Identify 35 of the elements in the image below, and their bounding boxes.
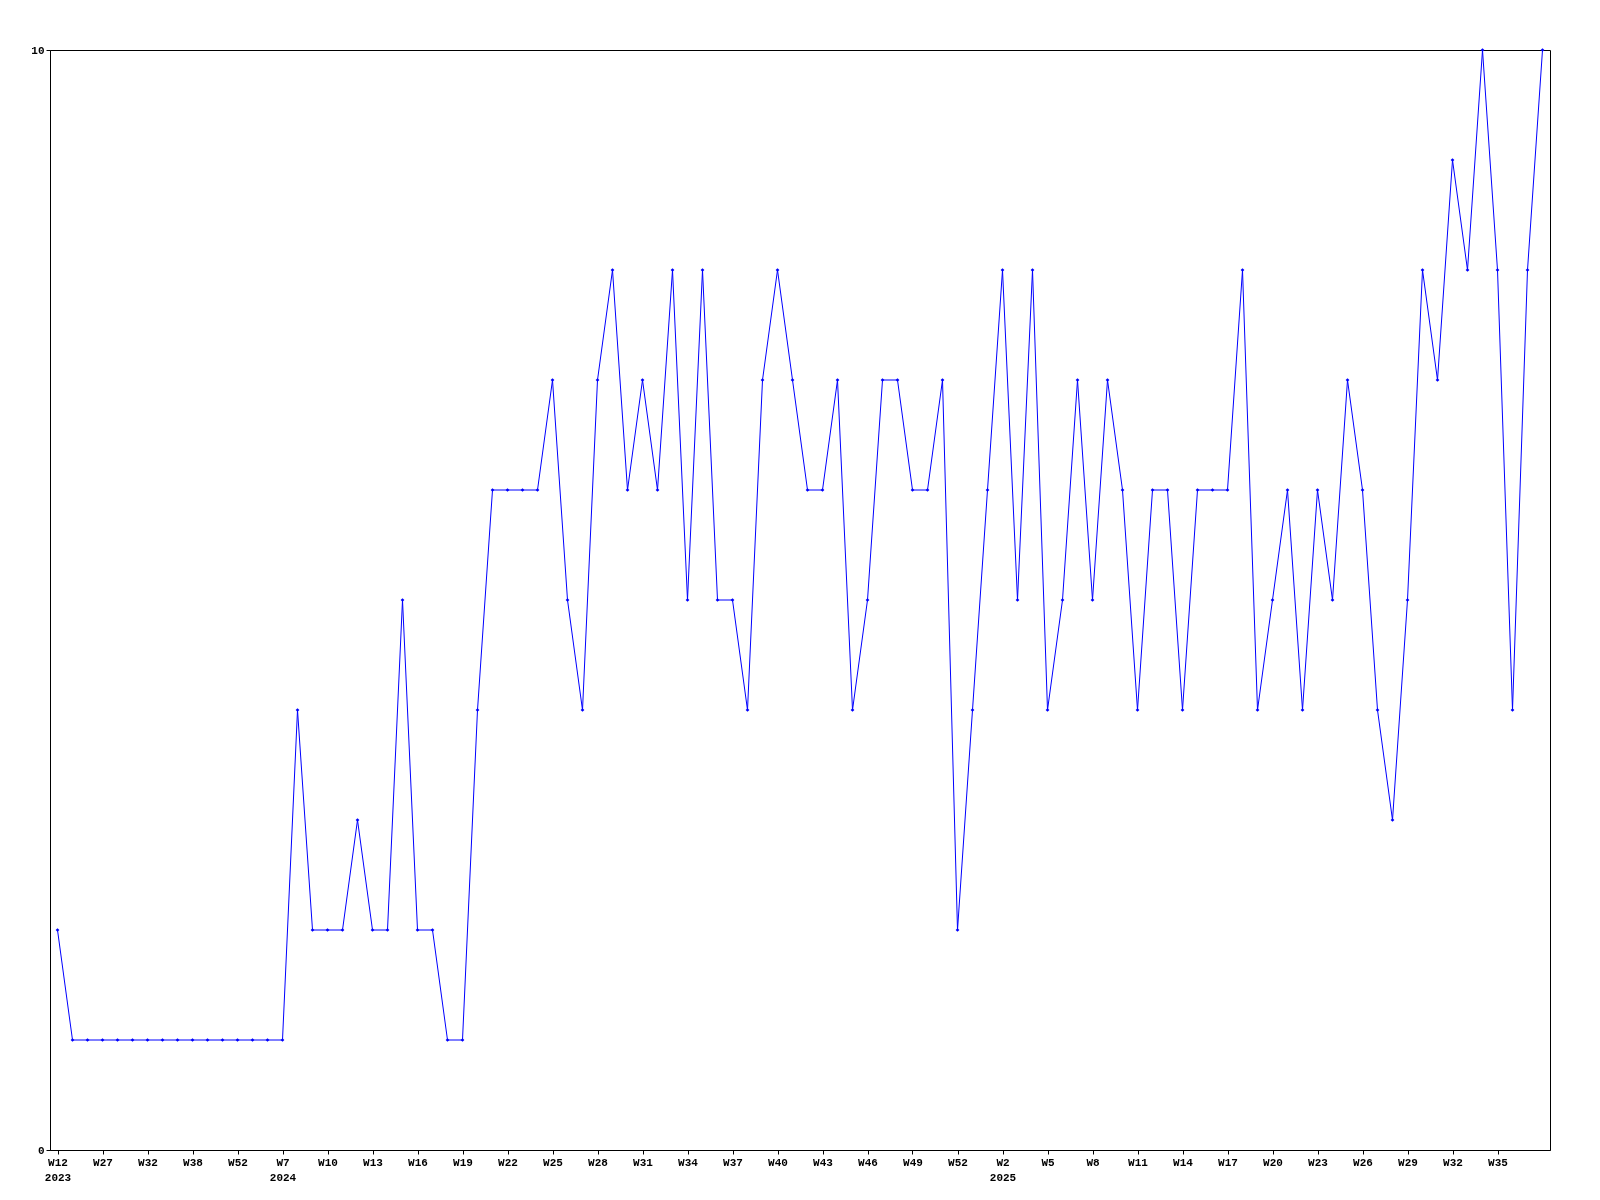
x-tick-label: W10: [318, 1156, 338, 1169]
x-tick-label: W14: [1173, 1156, 1194, 1169]
x-tick-label: W32: [1443, 1156, 1463, 1169]
x-tick-label: W11: [1128, 1156, 1149, 1169]
x-tick-label: W31: [633, 1156, 654, 1169]
x-tick-label: W38: [183, 1156, 204, 1169]
x-tick-label: W22: [498, 1156, 518, 1169]
x-tick-label: W7 2024: [269, 1156, 297, 1184]
x-tick-label: W12 2023: [44, 1156, 72, 1184]
x-tick-label: W26: [1353, 1156, 1373, 1169]
x-tick-label: W8: [1086, 1156, 1100, 1169]
x-tick-label: W40: [768, 1156, 788, 1169]
x-tick-label: W2 2025: [989, 1156, 1017, 1184]
x-tick-label: W49: [903, 1156, 923, 1169]
x-tick-label: W28: [588, 1156, 609, 1169]
x-tick-label: W25: [543, 1156, 564, 1169]
x-tick-label: W13: [363, 1156, 384, 1169]
x-tick-label: W16: [408, 1156, 428, 1169]
x-tick-label: W5: [1041, 1156, 1055, 1169]
x-tick-label: W35: [1488, 1156, 1509, 1169]
x-tick-label: W52: [948, 1156, 968, 1169]
x-tick-label: W20: [1263, 1156, 1283, 1169]
x-tick-label: W17: [1218, 1156, 1238, 1169]
x-tick-label: W46: [858, 1156, 878, 1169]
x-tick-label: W29: [1398, 1156, 1418, 1169]
x-tick-label: W43: [813, 1156, 834, 1169]
x-tick-label: W52: [228, 1156, 248, 1169]
x-tick-label: W27: [93, 1156, 113, 1169]
x-tick-label: W34: [678, 1156, 699, 1169]
y-tick-label: 10: [31, 44, 45, 57]
y-tick-label: 0: [37, 1144, 45, 1157]
x-tick-label: W19: [453, 1156, 473, 1169]
x-tick-label: W23: [1308, 1156, 1329, 1169]
x-tick-label: W32: [138, 1156, 158, 1169]
x-tick-label: W37: [723, 1156, 743, 1169]
